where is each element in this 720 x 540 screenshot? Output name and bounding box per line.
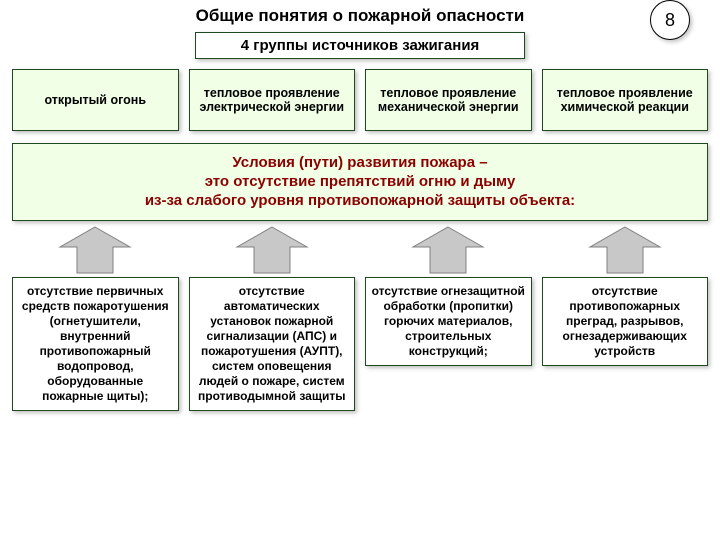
source-box-1: открытый огонь <box>12 69 179 131</box>
sources-row: открытый огонь тепловое проявление элект… <box>0 59 720 131</box>
arrow-row <box>0 221 720 275</box>
subtitle-box: 4 группы источников зажигания <box>195 32 525 59</box>
source-box-2: тепловое проявление электрической энерги… <box>189 69 356 131</box>
main-title: Общие понятия о пожарной опасности <box>196 6 525 26</box>
source-box-3: тепловое проявление механической энергии <box>365 69 532 131</box>
bottom-box-3: отсутствие огнезащитной обработки (пропи… <box>365 277 532 366</box>
page-number-badge: 8 <box>650 0 690 40</box>
bottom-box-2: отсутствие автоматических установок пожа… <box>189 277 356 411</box>
up-arrow-icon <box>50 225 140 275</box>
conditions-box: Условия (пути) развития пожара –это отсу… <box>12 143 708 221</box>
up-arrow-icon <box>227 225 317 275</box>
bottom-box-4: отсутствие противопожарных преград, разр… <box>542 277 709 366</box>
up-arrow-icon <box>403 225 493 275</box>
bottom-box-1: отсутствие первичных средств пожаротушен… <box>12 277 179 411</box>
up-arrow-icon <box>580 225 670 275</box>
bottom-row: отсутствие первичных средств пожаротушен… <box>0 275 720 411</box>
source-box-4: тепловое проявление химической реакции <box>542 69 709 131</box>
